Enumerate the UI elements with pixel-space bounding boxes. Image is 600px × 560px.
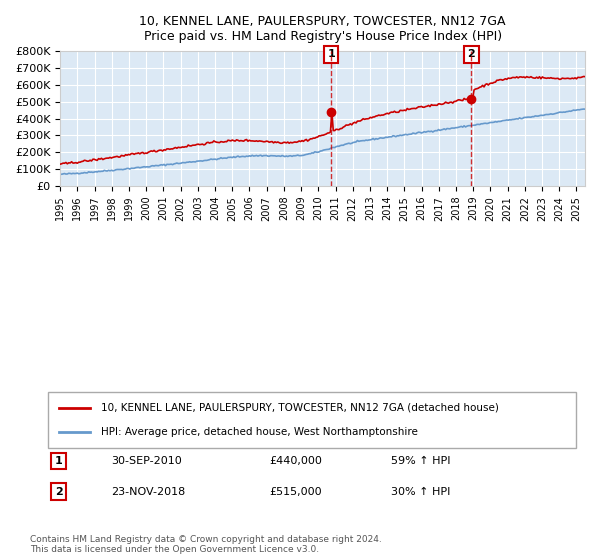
- Text: 1: 1: [55, 456, 62, 466]
- Title: 10, KENNEL LANE, PAULERSPURY, TOWCESTER, NN12 7GA
Price paid vs. HM Land Registr: 10, KENNEL LANE, PAULERSPURY, TOWCESTER,…: [139, 15, 506, 43]
- Text: HPI: Average price, detached house, West Northamptonshire: HPI: Average price, detached house, West…: [101, 427, 418, 437]
- Text: 2: 2: [467, 49, 475, 59]
- FancyBboxPatch shape: [48, 392, 576, 448]
- Text: 59% ↑ HPI: 59% ↑ HPI: [391, 456, 451, 466]
- Text: 2: 2: [55, 487, 62, 497]
- Text: 30-SEP-2010: 30-SEP-2010: [112, 456, 182, 466]
- Text: 23-NOV-2018: 23-NOV-2018: [112, 487, 185, 497]
- Text: 10, KENNEL LANE, PAULERSPURY, TOWCESTER, NN12 7GA (detached house): 10, KENNEL LANE, PAULERSPURY, TOWCESTER,…: [101, 403, 499, 413]
- Text: Contains HM Land Registry data © Crown copyright and database right 2024.
This d: Contains HM Land Registry data © Crown c…: [30, 535, 382, 554]
- Text: 1: 1: [328, 49, 335, 59]
- Text: 30% ↑ HPI: 30% ↑ HPI: [391, 487, 451, 497]
- Text: £515,000: £515,000: [270, 487, 322, 497]
- Text: £440,000: £440,000: [270, 456, 323, 466]
